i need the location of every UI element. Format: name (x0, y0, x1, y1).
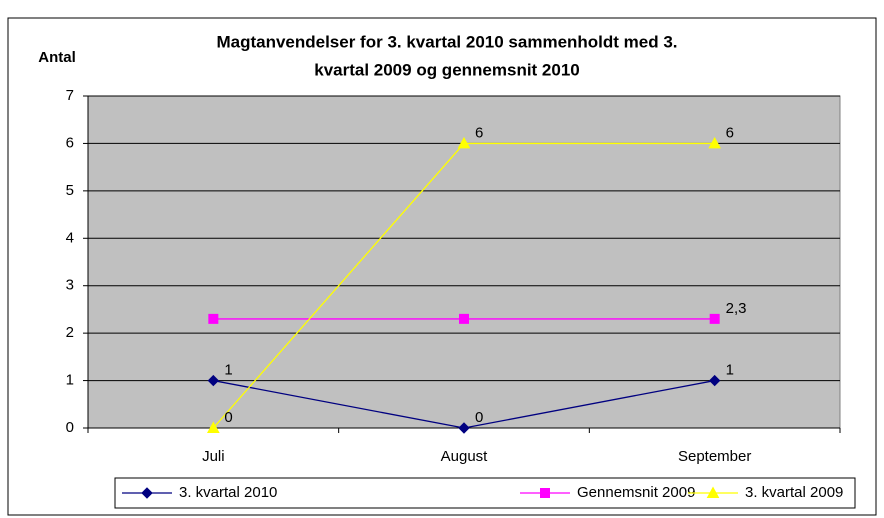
y-axis-label: Antal (38, 49, 76, 66)
y-tick-label: 4 (66, 229, 74, 246)
legend-label: 3. kvartal 2010 (179, 484, 277, 501)
x-tick-label: Juli (202, 448, 225, 465)
data-label: 6 (726, 124, 734, 141)
chart-title: kvartal 2009 og gennemsnit 2010 (314, 60, 580, 79)
data-label: 1 (224, 362, 232, 379)
legend-marker (706, 486, 720, 498)
x-tick-label: August (441, 448, 489, 465)
y-tick-label: 6 (66, 134, 74, 151)
data-point (207, 374, 220, 387)
y-tick-label: 1 (66, 372, 74, 389)
chart-title: Magtanvendelser for 3. kvartal 2010 samm… (216, 32, 677, 51)
data-label: 6 (475, 124, 483, 141)
legend-marker (141, 487, 153, 499)
legend-label: Gennemsnit 2009 (577, 484, 695, 501)
data-point (458, 422, 470, 434)
data-label: 0 (475, 409, 483, 426)
y-tick-label: 7 (66, 87, 74, 104)
data-point (708, 136, 722, 149)
y-tick-label: 5 (66, 182, 74, 199)
data-point (206, 421, 220, 433)
data-point (709, 313, 720, 324)
data-point (708, 374, 721, 387)
data-label: 0 (224, 409, 232, 426)
y-tick-label: 2 (66, 324, 74, 341)
data-label: 1 (726, 362, 734, 379)
y-tick-label: 0 (66, 419, 74, 436)
legend-label: 3. kvartal 2009 (745, 484, 843, 501)
data-point (459, 313, 469, 324)
data-label: 2,3 (726, 300, 747, 317)
x-tick-label: September (678, 448, 751, 465)
data-point (457, 136, 471, 149)
data-point (208, 313, 219, 324)
y-tick-label: 3 (66, 277, 74, 294)
legend-marker (540, 488, 550, 498)
plot-area (87, 95, 841, 429)
